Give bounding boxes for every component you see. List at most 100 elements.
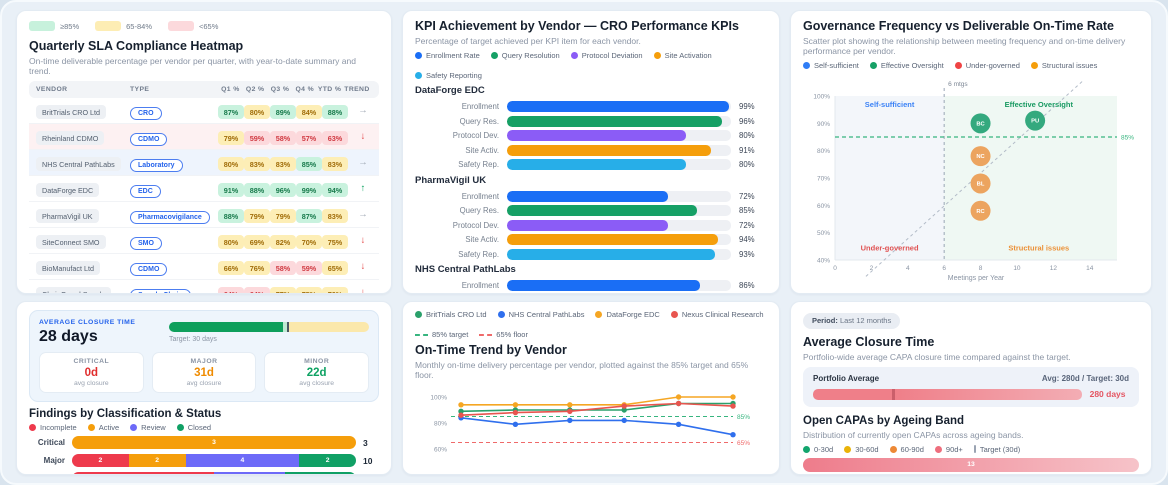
table-row[interactable]: BioManufact Ltd CDMO 66% 76% 58% 59% 65% ↓ (29, 254, 379, 281)
svg-text:100%: 100% (430, 395, 447, 402)
legend-item[interactable]: 90d+ (934, 445, 963, 454)
legend-item[interactable]: Incomplete (29, 423, 77, 432)
segment-review: 4 (185, 454, 300, 467)
type-cell: Supply Chain (130, 284, 218, 293)
legend-dot-icon (29, 424, 36, 431)
table-row[interactable]: DataForge EDC EDC 91% 88% 96% 99% 94% ↑ (29, 176, 379, 203)
legend-item[interactable]: 65% floor (479, 330, 528, 339)
legend-item[interactable]: NHS Central PathLabs (497, 310, 584, 319)
table-row[interactable]: PharmaVigil UK Pharmacovigilance 88% 79% 79%… (29, 202, 379, 229)
portfolio-average-card: Portfolio Average Avg: 280d / Target: 30… (803, 366, 1139, 407)
portfolio-average-meta: Avg: 280d / Target: 30d (1041, 373, 1129, 383)
vendor-name: SiteConnect SMO (36, 235, 106, 250)
value-cell: 76% (244, 258, 270, 276)
svg-text:80%: 80% (817, 149, 830, 156)
value-cell: 59% (296, 258, 322, 276)
kpi-label: Site Activ. (465, 235, 499, 245)
legend-item[interactable]: ≥85% (29, 21, 79, 31)
legend-item[interactable]: Safety Reporting (415, 71, 482, 80)
legend-item[interactable]: Active (87, 423, 119, 432)
kpi-value: 72% (739, 191, 755, 201)
sla-heatmap-table: VENDOR TYPE Q1 % Q2 % Q3 % Q4 % YTD % TREND Brit… (29, 81, 379, 293)
legend-label: 65-84% (126, 21, 152, 31)
svg-text:RC: RC (976, 209, 985, 215)
value-cell: 58% (270, 258, 296, 276)
legend-item[interactable]: Enrollment Rate (415, 51, 480, 60)
portfolio-average-value: 280 days (1089, 389, 1126, 400)
legend-label: BritTrials CRO Ltd (426, 310, 487, 319)
legend-dot-icon (595, 311, 603, 318)
value-cell: 80% (244, 102, 270, 120)
legend-item[interactable]: 85% target (415, 330, 468, 339)
svg-text:Meetings per Year: Meetings per Year (948, 275, 1005, 282)
kpi-value: 72% (739, 220, 755, 230)
kpi-bar-fill (507, 280, 700, 292)
scatter-point-PU[interactable]: PU (1025, 110, 1046, 131)
legend-item[interactable]: Closed (176, 423, 211, 432)
legend-item[interactable]: Site Activation (653, 51, 712, 60)
panel-ontime-trend: BritTrials CRO Ltd NHS Central PathLabs Da… (402, 301, 780, 475)
legend-item[interactable]: Effective Oversight (869, 61, 944, 70)
panel-governance-scatter: Governance Frequency vs Deliverable On-T… (790, 10, 1152, 294)
legend-item[interactable]: Self-sufficient (803, 61, 859, 70)
legend-item[interactable]: Query Resolution (490, 51, 560, 60)
table-row[interactable]: NHS Central PathLabs Laboratory 80% 83% 83% 8… (29, 150, 379, 177)
legend-label: Under-governed (965, 61, 1020, 71)
legend-dot-icon (889, 445, 897, 453)
svg-text:8: 8 (979, 265, 983, 272)
dash-line-icon (415, 333, 428, 336)
svg-text:70%: 70% (817, 176, 830, 183)
stat-label: MAJOR (190, 358, 218, 365)
table-row[interactable]: BritTrials CRO Ltd CRO 87% 80% 89% 84% 88% → (29, 98, 379, 125)
value-chip: 64% (244, 287, 270, 293)
legend-item[interactable]: 30-60d (844, 445, 879, 454)
stat-sublabel: avg closure (299, 380, 335, 387)
table-row[interactable]: SiteConnect SMO SMO 80% 69% 82% 70% 75% ↓ (29, 228, 379, 255)
stat-label: CRITICAL (73, 358, 110, 365)
legend-label: 0-30d (814, 444, 834, 454)
vendor-name: Rheinland CDMO (36, 131, 105, 146)
legend-item[interactable]: 0-30d (803, 445, 833, 454)
legend-item[interactable]: Protocol Deviation (570, 51, 643, 60)
legend-item[interactable]: <65% (168, 21, 218, 31)
legend-item[interactable]: Review (130, 423, 166, 432)
value-cell: 66% (218, 258, 244, 276)
kpi-bar-row: Protocol Dev. 72% (415, 219, 767, 231)
legend-label: 65% floor (496, 330, 528, 339)
closure-time-card: AVERAGE CLOSURE TIME 28 days Target: 30 … (29, 310, 379, 402)
table-row[interactable]: ChainGuard SupplySupply Chain64%64%77%75… (29, 280, 379, 293)
trend-up-icon: ↑ (360, 183, 366, 195)
post-target (894, 388, 1082, 400)
legend-item[interactable]: Under-governed (954, 61, 1020, 71)
table-row[interactable]: Rheinland CDMO CDMO 79% 59% 58% 57% 63% ↓ (29, 124, 379, 151)
legend-dot-icon (490, 52, 498, 60)
kpi-bar-fill (507, 190, 669, 202)
stacked-bar-track: 3 (72, 436, 356, 449)
legend-item[interactable]: DataForge EDC (595, 310, 660, 319)
legend-label: Incomplete (40, 423, 77, 432)
stacked-bar-label: Critical (37, 438, 65, 447)
legend-item[interactable]: 65-84% (95, 21, 152, 31)
open-capas-subtitle: Distribution of currently open CAPAs acr… (803, 429, 1024, 440)
column-header: Q1 % (221, 86, 240, 94)
scatter-point-BC[interactable]: BC (970, 113, 991, 134)
legend-dot-icon (670, 311, 678, 318)
legend-item[interactable]: 60-90d (889, 445, 924, 454)
scatter-point-NC[interactable]: NC (970, 146, 991, 167)
findings-legend: Incomplete Active Review Closed (29, 423, 379, 432)
type-pill: Pharmacovigilance (130, 210, 210, 224)
remaining (288, 322, 369, 332)
legend-dot-icon (415, 311, 422, 318)
value-chip: 87% (296, 209, 322, 224)
value-cell: 77% (270, 284, 296, 293)
legend-item[interactable]: Target (30d) (973, 445, 1020, 454)
value-chip: 69% (244, 235, 270, 250)
scatter-point-BL[interactable]: BL (970, 173, 991, 194)
legend-item[interactable]: Structural issues (1030, 61, 1097, 70)
scatter-point-RC[interactable]: RC (970, 201, 991, 222)
closure-target-label: Target: 30 days (169, 336, 217, 343)
legend-item[interactable]: BritTrials CRO Ltd (415, 310, 487, 319)
kpi-bar-track (507, 190, 731, 202)
value-cell: 64% (218, 284, 244, 293)
legend-item[interactable]: Nexus Clinical Research (670, 310, 764, 319)
